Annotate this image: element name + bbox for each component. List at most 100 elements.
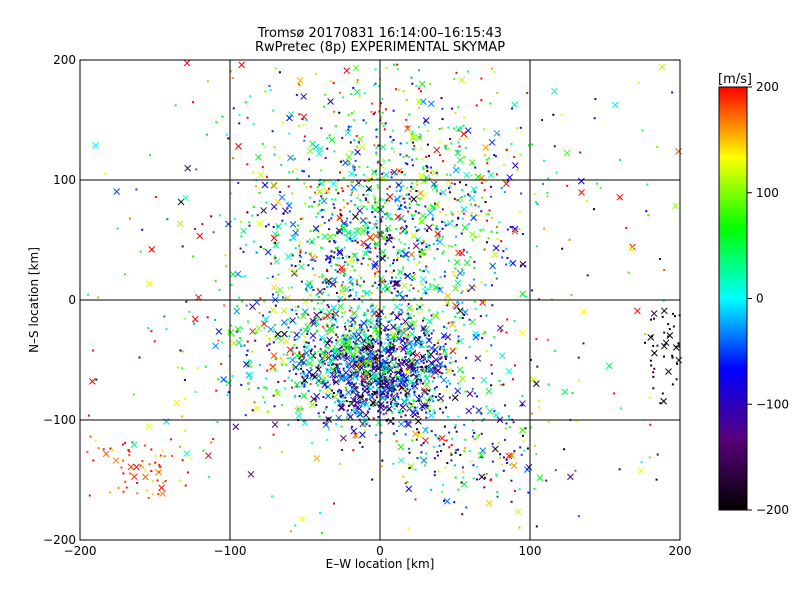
- data-point-dot: [411, 130, 414, 133]
- data-point-dot: [283, 387, 286, 390]
- data-point-cross: [301, 376, 309, 384]
- data-point-dot: [254, 185, 257, 188]
- data-point-dot: [613, 392, 616, 395]
- data-point-cross: [401, 359, 408, 366]
- data-point-dot: [376, 177, 379, 180]
- data-point-dot: [438, 287, 441, 290]
- data-point-dot: [359, 401, 362, 404]
- data-point-dot: [437, 470, 440, 473]
- data-point-dot: [339, 391, 342, 394]
- data-point-dot: [432, 207, 435, 210]
- data-point-dot: [278, 156, 281, 159]
- data-point-cross: [371, 327, 379, 334]
- data-point-dot: [356, 307, 359, 310]
- data-point-dot: [444, 389, 447, 392]
- data-point-dot: [244, 414, 247, 417]
- data-point-dot: [676, 362, 679, 365]
- data-point-dot: [441, 252, 444, 255]
- data-point-cross: [409, 132, 417, 139]
- data-point-cross: [287, 154, 294, 162]
- data-point-dot: [147, 496, 150, 499]
- data-point-dot: [493, 336, 496, 339]
- data-point-dot: [364, 333, 367, 336]
- data-point-dot: [411, 217, 414, 220]
- data-point-dot: [309, 294, 312, 297]
- data-point-dot: [356, 370, 359, 373]
- data-point-dot: [491, 442, 494, 445]
- data-point-dot: [184, 484, 187, 487]
- data-point-dot: [376, 353, 379, 356]
- data-point-dot: [327, 346, 330, 349]
- data-point-dot: [402, 373, 405, 376]
- data-point-dot: [316, 329, 319, 332]
- data-point-dot: [332, 358, 335, 361]
- data-point-dot: [320, 311, 323, 314]
- data-point-dot: [404, 385, 407, 388]
- data-point-dot: [341, 228, 344, 231]
- data-point-cross: [302, 327, 309, 334]
- data-point-dot: [500, 463, 503, 466]
- data-point-dot: [169, 438, 172, 441]
- data-point-dot: [377, 349, 380, 352]
- data-point-dot: [398, 248, 401, 251]
- data-point-dot: [310, 374, 313, 377]
- data-point-dot: [448, 396, 451, 399]
- data-point-dot: [358, 95, 361, 98]
- data-point-dot: [363, 368, 366, 371]
- data-point-dot: [341, 136, 344, 139]
- data-point-dot: [417, 135, 420, 138]
- data-point-dot: [332, 82, 335, 85]
- data-point-dot: [183, 379, 186, 382]
- data-point-cross: [352, 64, 360, 72]
- data-point-dot: [430, 171, 433, 174]
- data-point-cross: [362, 334, 370, 342]
- data-point-dot: [176, 366, 179, 369]
- data-point-dot: [150, 448, 153, 451]
- data-point-dot: [148, 463, 151, 466]
- data-point-dot: [374, 82, 377, 85]
- data-point-dot: [324, 351, 327, 354]
- data-point-dot: [288, 268, 291, 271]
- data-point-cross: [238, 61, 246, 69]
- data-point-dot: [426, 345, 429, 348]
- data-point-dot: [438, 128, 441, 131]
- data-point-dot: [376, 286, 379, 289]
- data-point-dot: [181, 367, 184, 370]
- data-point-dot: [125, 486, 128, 489]
- data-point-dot: [519, 126, 522, 129]
- data-point-dot: [491, 372, 494, 375]
- data-point-dot: [381, 97, 384, 100]
- data-point-dot: [424, 292, 427, 295]
- data-point-dot: [659, 257, 662, 260]
- data-point-dot: [456, 210, 459, 213]
- data-point-dot: [434, 202, 437, 205]
- data-point-dot: [338, 111, 341, 114]
- data-point-dot: [369, 388, 372, 391]
- data-point-dot: [281, 363, 284, 366]
- data-point-cross: [660, 307, 668, 315]
- data-point-cross: [672, 202, 679, 210]
- data-point-dot: [368, 230, 371, 233]
- data-point-cross: [428, 344, 435, 352]
- data-point-dot: [358, 401, 361, 404]
- data-point-dot: [338, 400, 341, 403]
- data-point-dot: [294, 524, 297, 527]
- data-point-dot: [317, 350, 320, 353]
- data-point-dot: [333, 110, 336, 113]
- data-point-dot: [408, 466, 411, 469]
- data-point-dot: [541, 183, 544, 186]
- data-point-dot: [333, 345, 336, 348]
- data-point-dot: [577, 356, 580, 359]
- data-point-dot: [348, 149, 351, 152]
- data-point-dot: [111, 449, 114, 452]
- data-point-dot: [245, 304, 248, 307]
- data-point-dot: [412, 347, 415, 350]
- data-point-dot: [320, 195, 323, 198]
- data-point-dot: [394, 369, 397, 372]
- data-point-dot: [441, 364, 444, 367]
- data-point-dot: [405, 98, 408, 101]
- data-point-dot: [316, 302, 319, 305]
- data-point-dot: [263, 386, 266, 389]
- data-point-dot: [225, 133, 228, 136]
- data-point-dot: [575, 420, 578, 423]
